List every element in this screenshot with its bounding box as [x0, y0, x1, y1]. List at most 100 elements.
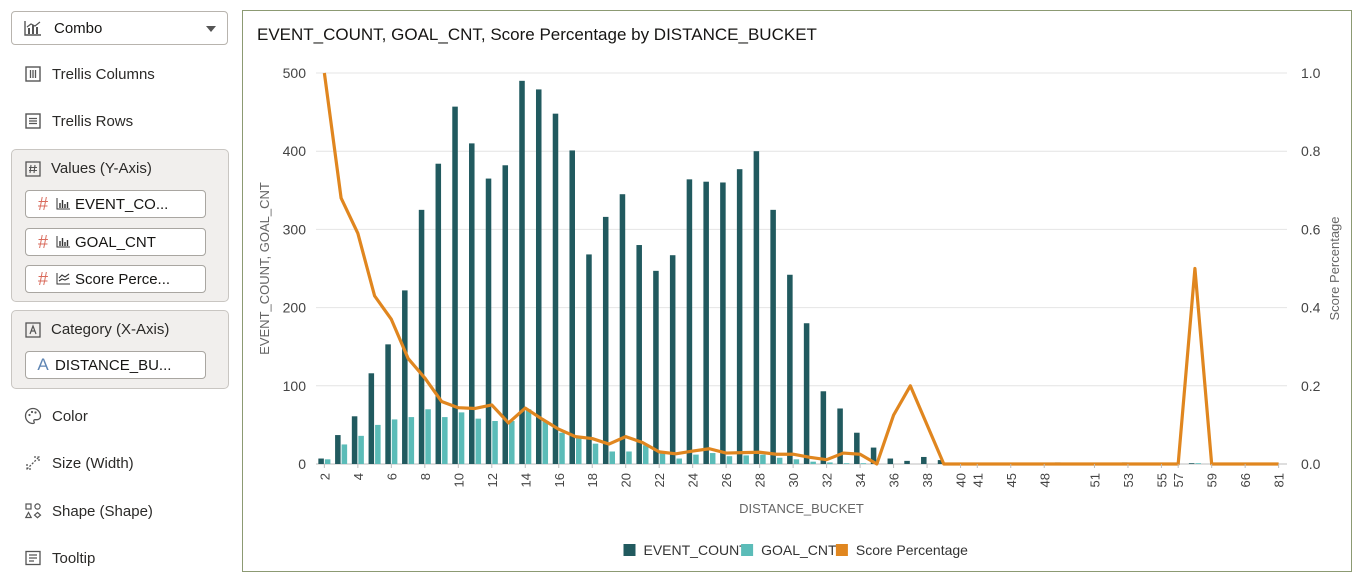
x-tick-label: 12 — [485, 473, 500, 487]
value-pill-label: EVENT_CO... — [75, 195, 169, 213]
bar-goal-cnt — [542, 420, 549, 464]
bar-event-count — [535, 89, 542, 464]
color-label: Color — [52, 407, 88, 425]
x-tick-label: 45 — [1004, 473, 1019, 487]
bar-event-count — [720, 182, 726, 465]
y-tick-label: 300 — [283, 221, 307, 237]
y2-tick-label: 0.2 — [1301, 378, 1321, 394]
bar-goal-cnt — [375, 424, 381, 464]
bar-event-count — [335, 435, 341, 464]
x-tick-label: 59 — [1205, 473, 1220, 487]
bar-event-count — [469, 143, 475, 464]
x-tick-label: 30 — [786, 473, 801, 487]
chart-type-select[interactable]: Combo — [11, 11, 228, 45]
y-tick-label: 200 — [283, 300, 307, 316]
y2-tick-label: 1.0 — [1301, 65, 1321, 81]
bar-goal-cnt — [509, 420, 515, 464]
y-tick-label: 400 — [283, 143, 307, 159]
measure-icon: # — [37, 193, 48, 214]
y2-tick-label: 0.4 — [1301, 300, 1321, 316]
chevron-down-icon[interactable] — [206, 26, 216, 32]
shape-label: Shape (Shape) — [52, 502, 153, 520]
shapes-icon — [24, 502, 42, 520]
bar-goal-cnt — [458, 412, 465, 464]
bar-event-count — [820, 391, 827, 464]
bar-goal-cnt — [324, 459, 331, 464]
value-pill-score-percentage[interactable]: # Score Perce... — [25, 265, 206, 293]
y-tick-label: 100 — [283, 378, 307, 394]
bar-event-count — [351, 416, 358, 464]
x-tick-label: 51 — [1087, 473, 1102, 487]
bar-event-count — [787, 274, 793, 464]
bar-goal-cnt — [810, 461, 816, 464]
bar-goal-cnt — [827, 462, 833, 464]
chart-canvas[interactable]: EVENT_COUNT, GOAL_CNT, Score Percentage … — [242, 10, 1352, 572]
x-tick-label: 40 — [954, 473, 969, 487]
bar-event-count — [502, 165, 509, 464]
grammar-panel: Combo Trellis Columns Trellis Rows Value… — [0, 0, 240, 578]
legend-event-count-swatch — [623, 544, 636, 556]
bar-event-count — [519, 80, 525, 464]
attribute-box-icon — [25, 321, 41, 338]
bar-goal-cnt — [693, 454, 699, 464]
chart-type-label: Combo — [54, 19, 103, 37]
bar-event-count — [669, 255, 676, 464]
color-row[interactable]: Color — [24, 405, 88, 427]
x-tick-label: 14 — [518, 473, 533, 487]
bar-goal-cnt — [408, 417, 415, 464]
size-label: Size (Width) — [52, 454, 134, 472]
bar-goal-cnt — [525, 409, 532, 464]
value-pill-event-count[interactable]: # EVENT_CO... — [25, 190, 206, 218]
bar-event-count — [653, 270, 659, 464]
legend-score-percentage-swatch — [835, 544, 848, 556]
x-tick-label: 57 — [1171, 473, 1186, 487]
bar-goal-cnt — [442, 417, 448, 464]
bar-event-count — [636, 245, 642, 464]
bar-goal-cnt — [341, 444, 348, 464]
size-row[interactable]: Size (Width) — [24, 452, 134, 474]
y2-axis-title: Score Percentage — [1327, 216, 1342, 320]
category-pill-distance-bucket[interactable]: A DISTANCE_BU... — [25, 351, 206, 379]
bar-event-count — [619, 194, 626, 464]
category-section: Category (X-Axis) A DISTANCE_BU... — [11, 310, 229, 389]
bar-goal-cnt — [358, 435, 364, 464]
x-tick-label: 28 — [753, 473, 768, 487]
bar-event-count — [921, 456, 927, 464]
bar-goal-cnt — [492, 420, 498, 464]
values-title: Values (Y-Axis) — [25, 160, 152, 177]
value-pill-goal-cnt[interactable]: # GOAL_CNT — [25, 228, 206, 256]
bar-chart-icon — [56, 197, 70, 211]
legend-goal-cnt-swatch — [741, 544, 754, 556]
bar-goal-cnt — [559, 432, 565, 464]
bar-event-count — [552, 113, 559, 464]
x-tick-label: 10 — [451, 473, 466, 487]
x-tick-label: 66 — [1238, 473, 1253, 487]
x-tick-label: 38 — [920, 473, 935, 487]
bar-goal-cnt — [626, 451, 632, 464]
trellis-rows-row[interactable]: Trellis Rows — [24, 110, 133, 132]
y-tick-label: 500 — [283, 65, 307, 81]
bar-event-count — [703, 181, 709, 464]
tooltip-row[interactable]: Tooltip — [24, 547, 95, 569]
bar-goal-cnt — [676, 458, 682, 464]
bar-goal-cnt — [475, 418, 482, 464]
bar-event-count — [904, 460, 910, 464]
bar-goal-cnt — [575, 436, 582, 464]
y2-tick-label: 0.6 — [1301, 221, 1321, 237]
bar-event-count — [586, 254, 592, 464]
x-tick-label: 53 — [1121, 473, 1136, 487]
bar-event-count — [686, 179, 693, 465]
trellis-columns-row[interactable]: Trellis Columns — [24, 63, 155, 85]
bar-goal-cnt — [743, 455, 749, 464]
x-tick-label: 34 — [853, 473, 868, 487]
bar-goal-cnt — [843, 463, 850, 464]
x-tick-label: 41 — [970, 473, 985, 487]
bar-goal-cnt — [642, 445, 649, 464]
x-tick-label: 48 — [1037, 473, 1052, 487]
bar-event-count — [736, 169, 743, 464]
shape-row[interactable]: Shape (Shape) — [24, 500, 153, 522]
bar-goal-cnt — [391, 419, 398, 464]
bar-event-count — [837, 408, 843, 464]
legend-score-percentage-label: Score Percentage — [856, 542, 968, 558]
